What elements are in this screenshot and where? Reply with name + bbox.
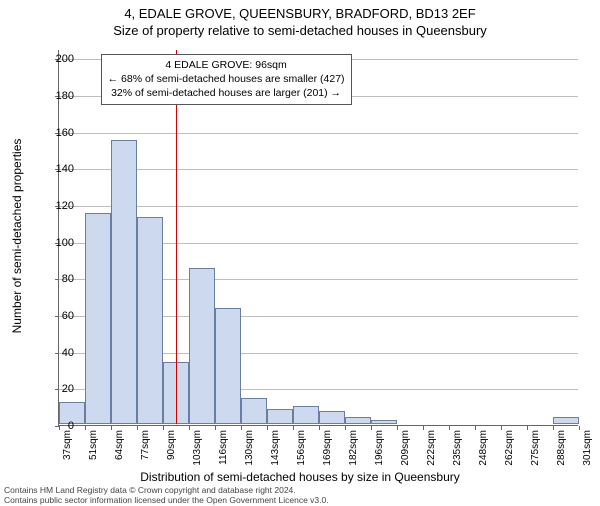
chart-title-sub: Size of property relative to semi-detach… — [0, 23, 600, 38]
xtick-mark — [319, 426, 320, 430]
footer-line-2: Contains public sector information licen… — [4, 496, 329, 506]
xtick-label: 51sqm — [88, 430, 99, 460]
xtick-label: 301sqm — [582, 430, 593, 466]
xtick-label: 288sqm — [556, 430, 567, 466]
xtick-label: 235sqm — [452, 430, 463, 466]
xtick-mark — [423, 426, 424, 430]
xtick-label: 262sqm — [504, 430, 515, 466]
xtick-mark — [527, 426, 528, 430]
xtick-label: 130sqm — [244, 430, 255, 466]
y-axis-label: Number of semi-detached properties — [10, 139, 24, 334]
ytick-label: 60 — [44, 310, 74, 322]
xtick-mark — [293, 426, 294, 430]
xtick-label: 209sqm — [400, 430, 411, 466]
chart-title-main: 4, EDALE GROVE, QUEENSBURY, BRADFORD, BD… — [0, 6, 600, 21]
xtick-label: 222sqm — [426, 430, 437, 466]
xtick-mark — [579, 426, 580, 430]
histogram-bar — [319, 411, 345, 424]
histogram-bar — [215, 308, 241, 424]
xtick-label: 169sqm — [322, 430, 333, 466]
ytick-label: 200 — [44, 53, 74, 65]
xtick-label: 90sqm — [166, 430, 177, 460]
xtick-label: 275sqm — [530, 430, 541, 466]
histogram-bar — [85, 213, 111, 424]
xtick-label: 248sqm — [478, 430, 489, 466]
xtick-mark — [475, 426, 476, 430]
xtick-mark — [163, 426, 164, 430]
ytick-label: 100 — [44, 237, 74, 249]
histogram-bar — [293, 406, 319, 424]
annotation-box: 4 EDALE GROVE: 96sqm← 68% of semi-detach… — [101, 54, 352, 105]
annotation-line-1: 4 EDALE GROVE: 96sqm — [108, 58, 345, 72]
annotation-line-2: ← 68% of semi-detached houses are smalle… — [108, 72, 345, 86]
histogram-bar — [345, 417, 371, 424]
xtick-mark — [189, 426, 190, 430]
xtick-mark — [345, 426, 346, 430]
xtick-label: 103sqm — [192, 430, 203, 466]
histogram-bar — [371, 420, 397, 424]
reference-line — [176, 50, 177, 424]
xtick-label: 156sqm — [296, 430, 307, 466]
histogram-bar — [241, 398, 267, 424]
xtick-mark — [85, 426, 86, 430]
chart-area: 37sqm51sqm64sqm77sqm90sqm103sqm116sqm130… — [58, 50, 578, 426]
ytick-label: 120 — [44, 200, 74, 212]
xtick-mark — [241, 426, 242, 430]
histogram-bar — [553, 417, 579, 424]
xtick-label: 64sqm — [114, 430, 125, 460]
xtick-label: 37sqm — [62, 430, 73, 460]
xtick-label: 182sqm — [348, 430, 359, 466]
ytick-label: 160 — [44, 127, 74, 139]
xtick-mark — [111, 426, 112, 430]
xtick-mark — [137, 426, 138, 430]
footer-attribution: Contains HM Land Registry data © Crown c… — [4, 486, 329, 506]
gridline-h — [59, 133, 578, 134]
xtick-mark — [501, 426, 502, 430]
ytick-label: 0 — [44, 420, 74, 432]
annotation-line-3: 32% of semi-detached houses are larger (… — [108, 86, 345, 100]
ytick-label: 140 — [44, 163, 74, 175]
xtick-label: 77sqm — [140, 430, 151, 460]
plot-region: 37sqm51sqm64sqm77sqm90sqm103sqm116sqm130… — [58, 50, 578, 426]
histogram-bar — [267, 409, 293, 424]
histogram-bar — [111, 140, 137, 424]
ytick-label: 180 — [44, 90, 74, 102]
ytick-label: 20 — [44, 383, 74, 395]
xtick-mark — [267, 426, 268, 430]
xtick-mark — [371, 426, 372, 430]
ytick-label: 40 — [44, 347, 74, 359]
xtick-label: 143sqm — [270, 430, 281, 466]
xtick-mark — [397, 426, 398, 430]
x-axis-label: Distribution of semi-detached houses by … — [0, 470, 600, 484]
xtick-label: 116sqm — [218, 430, 229, 465]
xtick-mark — [553, 426, 554, 430]
xtick-label: 196sqm — [374, 430, 385, 466]
ytick-label: 80 — [44, 273, 74, 285]
xtick-mark — [449, 426, 450, 430]
histogram-bar — [137, 217, 163, 424]
xtick-mark — [215, 426, 216, 430]
histogram-bar — [189, 268, 215, 424]
